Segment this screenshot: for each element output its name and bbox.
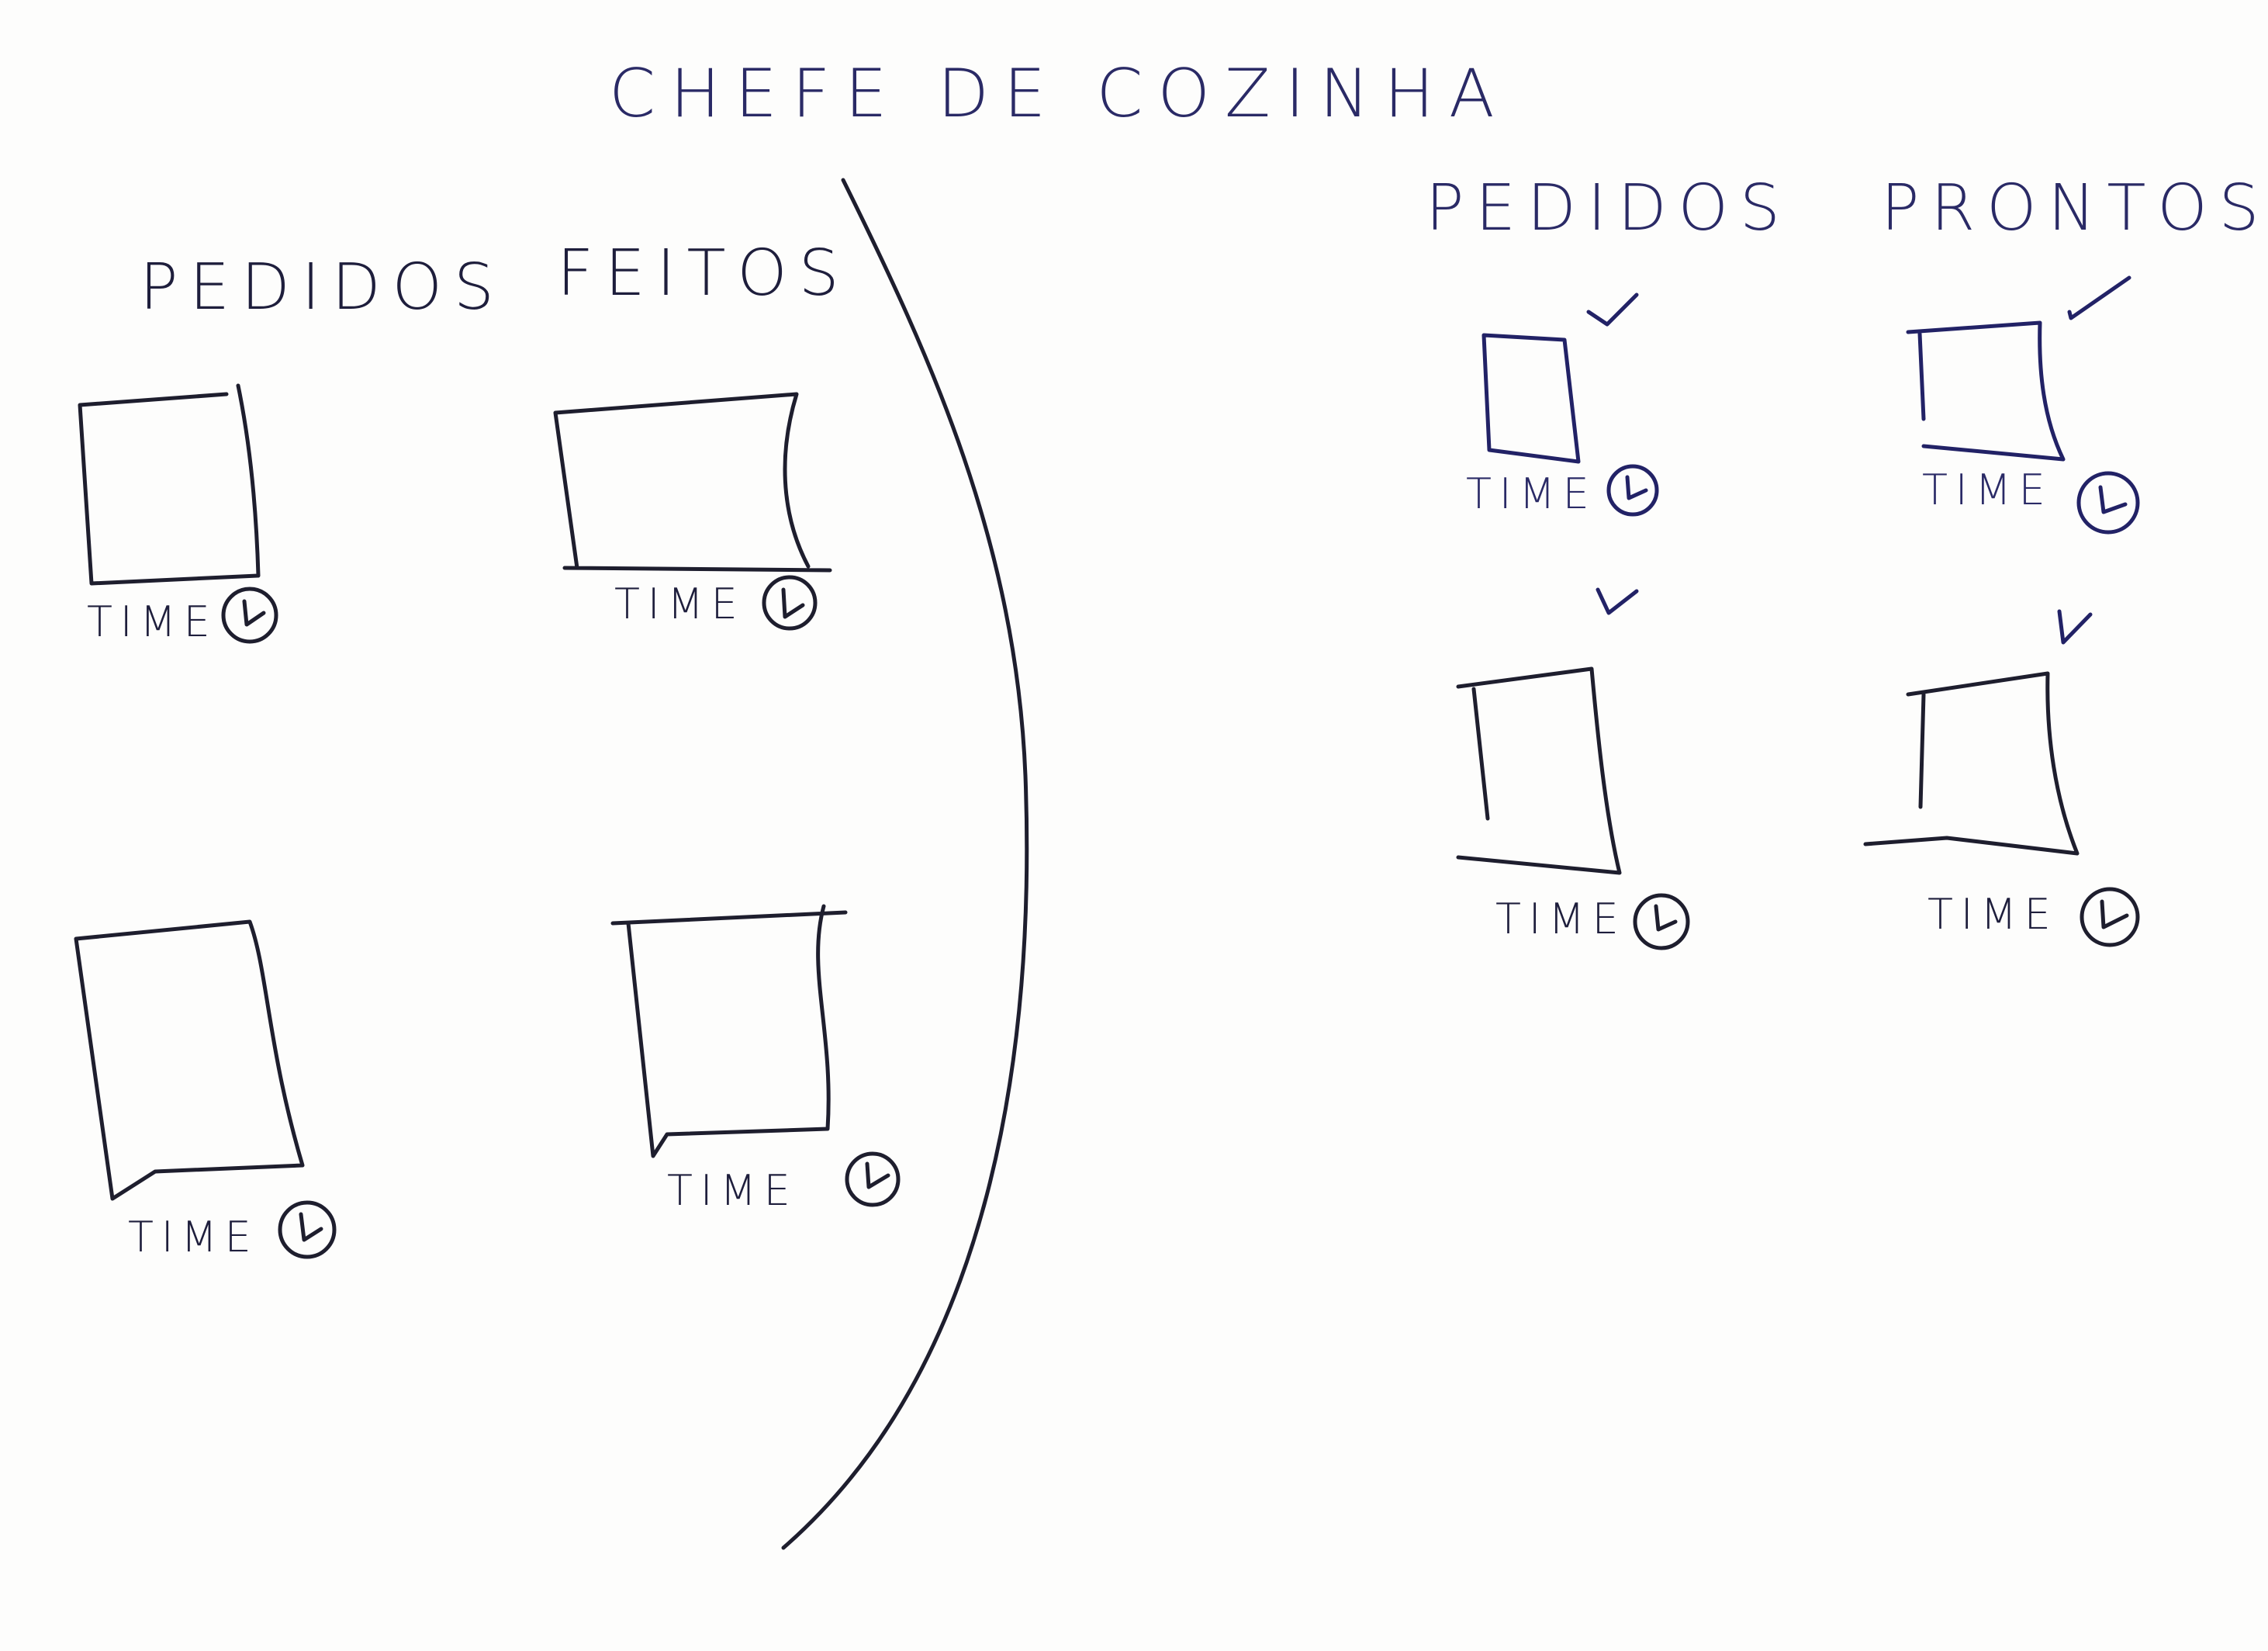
column-header-pedidos: PEDIDOS <box>1426 171 1792 245</box>
order-card[interactable] <box>74 919 305 1201</box>
clock-icon <box>845 1151 901 1207</box>
order-card[interactable] <box>1906 320 2066 462</box>
column-header-feitos: FEITOS <box>557 237 851 310</box>
card-time-label: TIME <box>1922 466 2053 514</box>
clock-icon <box>221 587 278 644</box>
order-card[interactable] <box>553 392 832 573</box>
panel-divider-curve <box>781 178 1029 1550</box>
clock-icon <box>1606 464 1659 517</box>
order-card[interactable] <box>1456 666 1622 875</box>
checkmark-icon[interactable] <box>2067 275 2131 320</box>
clock-icon <box>278 1200 337 1259</box>
page-title: CHEFE DE COZINHA <box>609 55 1509 133</box>
card-time-label: TIME <box>1495 895 1627 943</box>
clock-icon <box>762 575 818 631</box>
column-header-prontos: PRONTOS <box>1881 171 2268 245</box>
card-time-label: TIME <box>128 1213 259 1262</box>
order-card[interactable] <box>610 904 848 1158</box>
card-time-label: TIME <box>87 597 218 646</box>
checkmark-icon[interactable] <box>1586 292 1639 327</box>
card-time-label: TIME <box>614 580 745 628</box>
clock-icon <box>2076 471 2140 535</box>
order-card[interactable] <box>1481 333 1581 464</box>
card-time-label: TIME <box>1466 469 1597 518</box>
checkmark-icon[interactable] <box>2057 609 2093 645</box>
clock-icon <box>2080 887 2140 947</box>
column-header-pedidos: PEDIDOS <box>140 251 506 324</box>
clock-icon <box>1633 893 1690 950</box>
order-card[interactable] <box>78 383 261 586</box>
order-card[interactable] <box>1863 671 2080 856</box>
card-time-label: TIME <box>667 1166 798 1215</box>
checkmark-icon[interactable] <box>1596 587 1639 615</box>
card-time-label: TIME <box>1927 890 2059 939</box>
